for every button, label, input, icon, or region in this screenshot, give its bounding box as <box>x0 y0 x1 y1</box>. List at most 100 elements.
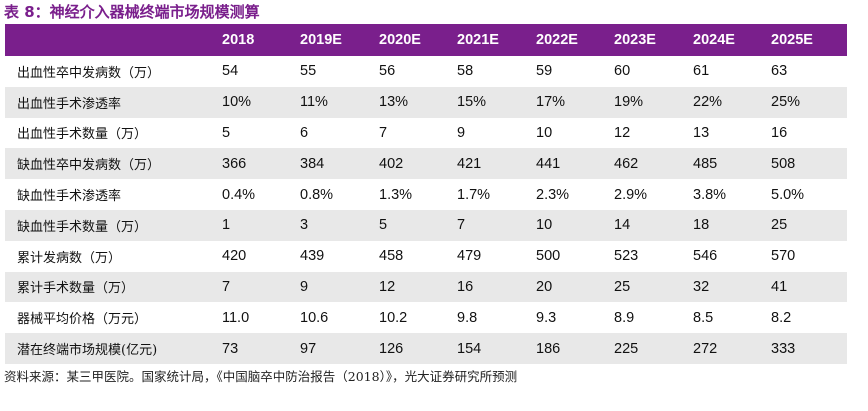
header-cell <box>5 24 220 56</box>
table-cell: 73 <box>222 340 239 357</box>
table-cell: 420 <box>222 248 247 265</box>
row-label: 缺血性手术数量（万） <box>17 219 148 235</box>
table-cell: 9.8 <box>457 309 478 326</box>
table-cell: 2.9% <box>614 186 648 203</box>
table-cell: 5.0% <box>771 186 805 203</box>
row-label: 累计手术数量（万） <box>17 281 135 297</box>
table-cell: 54 <box>222 63 239 80</box>
header-cell: 2023E <box>614 32 656 48</box>
table-cell: 8.9 <box>614 309 635 326</box>
table-header-row: 2018 2019E 2020E 2021E 2022E 2023E 2024E… <box>5 24 847 56</box>
header-cell: 2022E <box>536 32 578 48</box>
header-cell: 2024E <box>693 32 735 48</box>
table-title: 表 8：神经介入器械终端市场规模测算 <box>4 3 260 21</box>
table-row: 累计发病数（万） 420 439 458 479 500 523 546 570 <box>5 241 847 272</box>
table-cell: 12 <box>379 278 396 295</box>
table-cell: 10.2 <box>379 309 408 326</box>
table-cell: 13% <box>379 94 409 111</box>
table-row: 累计手术数量（万） 7 9 12 16 20 25 32 41 <box>5 271 847 303</box>
table-cell: 479 <box>457 248 482 265</box>
table-cell: 7 <box>379 124 388 141</box>
table-cell: 16 <box>771 124 788 141</box>
table-cell: 12 <box>614 124 631 141</box>
table-cell: 41 <box>771 278 788 295</box>
table-cell: 384 <box>300 155 325 172</box>
table-cell: 3.8% <box>693 186 727 203</box>
row-label: 累计发病数（万） <box>17 250 122 266</box>
table-cell: 9 <box>457 124 466 141</box>
header-cell: 2020E <box>379 32 421 48</box>
table-row: 缺血性手术渗透率 0.4% 0.8% 1.3% 1.7% 2.3% 2.9% 3.8% 5.0% <box>5 179 847 210</box>
table-cell: 10% <box>222 94 252 111</box>
table-row: 器械平均价格（万元） 11.0 10.6 10.2 9.8 9.3 8.9 8.5 8.2 <box>5 302 847 333</box>
table-cell: 10 <box>536 217 553 234</box>
header-cell: 2018 <box>222 32 255 48</box>
table-cell: 25 <box>614 278 631 295</box>
table-cell: 1 <box>222 217 231 234</box>
table-cell: 11% <box>300 94 328 111</box>
table-cell: 8.2 <box>771 309 792 326</box>
table-cell: 441 <box>536 155 561 172</box>
table-cell: 60 <box>614 63 631 80</box>
market-size-table: 2018 2019E 2020E 2021E 2022E 2023E 2024E… <box>5 24 847 364</box>
table-cell: 16 <box>457 278 474 295</box>
table-cell: 8.5 <box>693 309 714 326</box>
table-cell: 2.3% <box>536 186 570 203</box>
header-cell: 2025E <box>771 32 813 48</box>
table-cell: 17% <box>536 94 566 111</box>
table-cell: 32 <box>693 278 710 295</box>
table-cell: 9 <box>300 278 309 295</box>
table-cell: 9.3 <box>536 309 557 326</box>
table-row: 潜在终端市场规模(亿元) 73 97 126 154 186 225 272 333 <box>5 333 847 364</box>
table-cell: 97 <box>300 340 317 357</box>
table-cell: 126 <box>379 340 404 357</box>
table-cell: 421 <box>457 155 482 172</box>
table-row: 缺血性手术数量（万） 1 3 5 7 10 14 18 25 <box>5 209 847 241</box>
row-label: 出血性手术数量（万） <box>17 127 148 143</box>
table-cell: 485 <box>693 155 718 172</box>
row-label: 出血性卒中发病数（万） <box>17 65 161 81</box>
header-cell: 2019E <box>300 32 342 48</box>
table-cell: 25 <box>771 217 788 234</box>
table-cell: 462 <box>614 155 639 172</box>
table-row: 出血性手术数量（万） 5 6 7 9 10 12 13 16 <box>5 118 847 149</box>
table-cell: 366 <box>222 155 247 172</box>
table-cell: 7 <box>457 217 466 234</box>
table-cell: 25% <box>771 94 801 111</box>
row-label: 器械平均价格（万元） <box>17 312 148 328</box>
table-cell: 402 <box>379 155 404 172</box>
table-cell: 0.8% <box>300 186 334 203</box>
table-row: 出血性卒中发病数（万） 54 55 56 58 59 60 61 63 <box>5 56 847 87</box>
table-cell: 63 <box>771 63 788 80</box>
table-cell: 508 <box>771 155 796 172</box>
table-cell: 154 <box>457 340 482 357</box>
table-cell: 7 <box>222 278 231 295</box>
table-cell: 500 <box>536 248 561 265</box>
table-cell: 458 <box>379 248 404 265</box>
table-cell: 272 <box>693 340 718 357</box>
table-cell: 570 <box>771 248 796 265</box>
table-cell: 5 <box>222 124 231 141</box>
table-cell: 19% <box>614 94 644 111</box>
table-cell: 6 <box>300 124 309 141</box>
table-cell: 20 <box>536 278 553 295</box>
row-label: 缺血性手术渗透率 <box>17 189 122 205</box>
table-cell: 61 <box>693 63 710 80</box>
table-cell: 523 <box>614 248 639 265</box>
table-cell: 225 <box>614 340 639 357</box>
table-cell: 10.6 <box>300 309 329 326</box>
table-cell: 13 <box>693 124 710 141</box>
table-cell: 11.0 <box>222 309 250 326</box>
table-cell: 5 <box>379 217 388 234</box>
table-cell: 58 <box>457 63 474 80</box>
row-label: 缺血性卒中发病数（万） <box>17 158 161 174</box>
table-cell: 1.7% <box>457 186 491 203</box>
table-cell: 56 <box>379 63 396 80</box>
table-cell: 10 <box>536 124 553 141</box>
header-cell: 2021E <box>457 32 499 48</box>
table-cell: 22% <box>693 94 723 111</box>
table-cell: 546 <box>693 248 718 265</box>
table-cell: 59 <box>536 63 553 80</box>
table-cell: 1.3% <box>379 186 413 203</box>
market-size-table-container: 2018 2019E 2020E 2021E 2022E 2023E 2024E… <box>5 24 847 364</box>
